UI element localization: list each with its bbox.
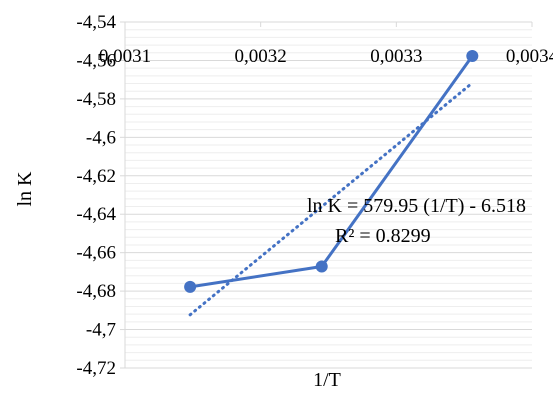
trendline-equation: ln K = 579.95 (1/T) - 6.518	[307, 195, 526, 217]
y-tick-label: -4,64	[76, 204, 116, 225]
data-point	[315, 260, 328, 273]
y-tick-label: -4,56	[76, 50, 116, 71]
x-tick-label: 0,0034	[506, 46, 553, 67]
x-tick-label: 0,0032	[235, 46, 287, 67]
x-axis-ticks: 0,0031 0,0032 0,0033 0,0034	[99, 22, 553, 67]
y-tick-label: -4,68	[76, 281, 116, 302]
y-tick-label: -4,54	[76, 12, 116, 33]
x-tick-label: 0,0033	[370, 46, 422, 67]
trendline	[188, 81, 474, 317]
y-tick-label: -4,6	[86, 127, 116, 148]
y-axis-title: ln K	[14, 171, 36, 207]
y-tick-label: -4,62	[76, 166, 116, 187]
x-tick-label: 0,0031	[99, 46, 151, 67]
y-tick-label: -4,58	[76, 89, 116, 110]
x-axis-title: 1/T	[313, 369, 341, 391]
data-point	[184, 280, 197, 293]
r-squared-label: R² = 0.8299	[335, 225, 431, 247]
data-points	[184, 50, 479, 293]
y-tick-label: -4,7	[86, 320, 116, 341]
y-axis-ticks: -4,54 -4,56 -4,58 -4,6 -4,62 -4,64 -4,66 -4,68 -…	[76, 12, 125, 379]
y-tick-label: -4,66	[76, 243, 116, 264]
data-point	[466, 50, 479, 63]
y-tick-label: -4,72	[76, 358, 116, 379]
